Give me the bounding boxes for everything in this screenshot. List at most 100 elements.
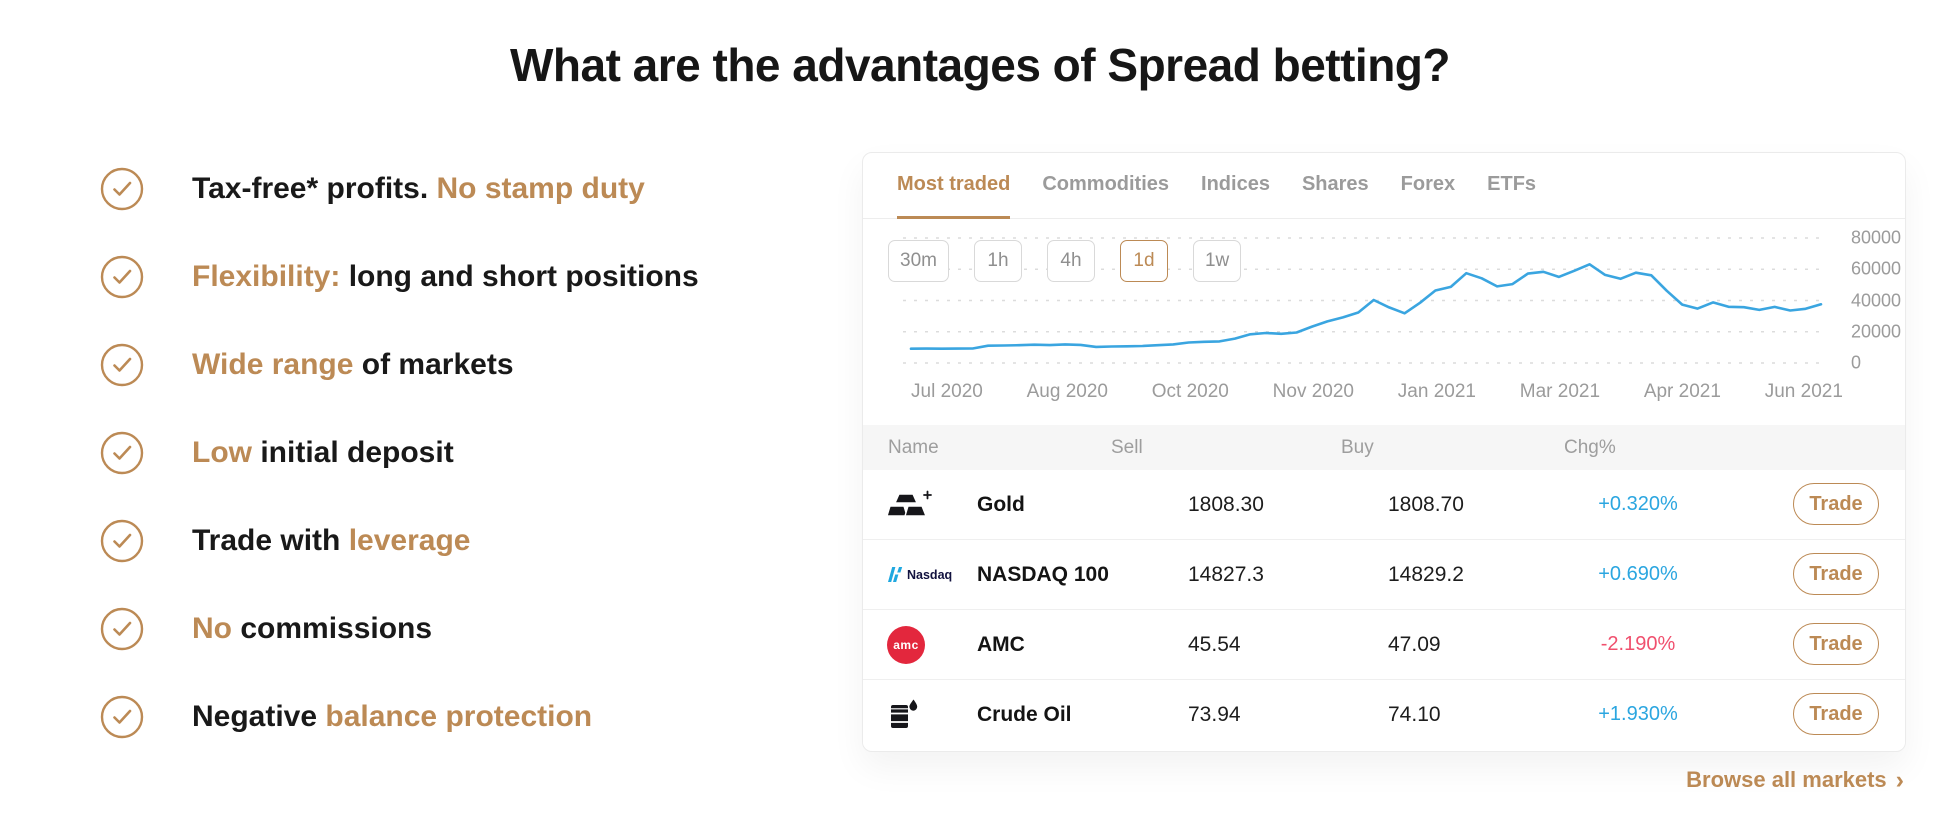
column-header-chg: Chg% xyxy=(1564,437,1616,458)
instrument-name: NASDAQ 100 xyxy=(977,562,1109,586)
y-axis-tick-label: 20000 xyxy=(1851,321,1902,342)
gold-icon xyxy=(887,470,973,539)
advantage-item: Wide range of markets xyxy=(100,343,699,387)
y-axis-tick-label: 40000 xyxy=(1851,290,1902,310)
advantage-text-part: Negative xyxy=(192,700,326,733)
check-circle-icon xyxy=(100,255,144,299)
timeframe-30m-button[interactable]: 30m xyxy=(888,240,949,282)
amc-icon: amc xyxy=(887,610,973,679)
trade-button[interactable]: Trade xyxy=(1793,553,1879,595)
x-axis-labels: Jul 2020 Aug 2020 Oct 2020 Nov 2020 Jan 2021… xyxy=(911,381,1843,403)
x-axis-tick-label: Apr 2021 xyxy=(1643,381,1721,402)
y-axis-tick-label: 0 xyxy=(1851,352,1862,373)
buy-price: 74.10 xyxy=(1388,702,1441,726)
advantage-item: Low initial deposit xyxy=(100,431,699,475)
instrument-name: AMC xyxy=(977,632,1025,656)
check-circle-icon xyxy=(100,167,144,211)
change-percent: +0.320% xyxy=(1598,493,1678,515)
advantage-text-part: long and short positions xyxy=(340,260,699,293)
tab-commodities[interactable]: Commodities xyxy=(1042,173,1170,195)
trade-button[interactable]: Trade xyxy=(1793,623,1879,665)
check-circle-icon xyxy=(100,695,144,739)
advantage-text: Low initial deposit xyxy=(192,436,454,470)
crude-oil-icon xyxy=(887,680,973,749)
advantage-text-part: initial deposit xyxy=(252,436,454,469)
browse-all-markets-link[interactable]: Browse all markets › xyxy=(1686,767,1904,793)
advantage-text-part: No xyxy=(192,612,232,645)
nasdaq-icon: Nasdaq xyxy=(887,540,973,609)
sell-price: 45.54 xyxy=(1188,632,1241,656)
tab-forex[interactable]: Forex xyxy=(1400,173,1456,195)
advantage-text: Flexibility: long and short positions xyxy=(192,260,699,294)
table-row-nasdaq-100: Nasdaq NASDAQ 100 14827.3 14829.2 +0.690% Tra… xyxy=(863,540,1905,610)
instrument-name: Gold xyxy=(977,492,1025,516)
x-axis-tick-label: Jan 2021 xyxy=(1397,381,1476,402)
chart-area: 80000 60000 40000 20000 0 Jul 2020 Aug 2020 Oc… xyxy=(863,219,1905,425)
timeframe-1h-button[interactable]: 1h xyxy=(973,240,1022,282)
advantage-text-part: commissions xyxy=(232,612,433,645)
sell-price: 73.94 xyxy=(1188,702,1241,726)
y-axis-tick-label: 80000 xyxy=(1851,227,1902,248)
check-circle-icon xyxy=(100,431,144,475)
browse-all-markets-label: Browse all markets xyxy=(1686,767,1887,792)
check-circle-icon xyxy=(100,343,144,387)
tab-indices[interactable]: Indices xyxy=(1201,173,1270,195)
tab-shares[interactable]: Shares xyxy=(1301,173,1369,195)
advantage-text-part: Tax-free* profits. xyxy=(192,172,437,205)
advantage-text: No commissions xyxy=(192,612,432,646)
buy-price: 1808.70 xyxy=(1388,492,1464,516)
markets-widget: Most traded Commodities Indices Shares Forex… xyxy=(862,152,1906,752)
sell-price: 14827.3 xyxy=(1188,562,1264,586)
market-category-tabs: Most traded Commodities Indices Shares Forex… xyxy=(863,153,1905,219)
check-circle-icon xyxy=(100,607,144,651)
x-axis-tick-label: Aug 2020 xyxy=(1026,381,1108,402)
x-axis-tick-label: Mar 2021 xyxy=(1519,381,1601,402)
page-title: What are the advantages of Spread bettin… xyxy=(509,39,1451,91)
x-axis-tick-label: Nov 2020 xyxy=(1272,381,1354,402)
instrument-name: Crude Oil xyxy=(977,702,1072,726)
advantage-item: Flexibility: long and short positions xyxy=(100,255,699,299)
advantage-text: Negative balance protection xyxy=(192,700,592,734)
tab-etfs[interactable]: ETFs xyxy=(1487,173,1537,195)
y-axis-tick-label: 60000 xyxy=(1851,258,1902,279)
sell-price: 1808.30 xyxy=(1188,492,1264,516)
table-body: Gold 1808.30 1808.70 +0.320% Trade Nasdaq NASD… xyxy=(863,470,1905,749)
advantage-item: Tax-free* profits. No stamp duty xyxy=(100,167,699,211)
column-header-buy: Buy xyxy=(1341,437,1374,458)
chevron-right-icon: › xyxy=(1895,765,1904,794)
change-percent: +0.690% xyxy=(1598,563,1678,585)
advantage-text-part: Trade with xyxy=(192,524,349,557)
advantage-item: Trade with leverage xyxy=(100,519,699,563)
table-row-gold: Gold 1808.30 1808.70 +0.320% Trade xyxy=(863,470,1905,540)
advantage-text-part: Low xyxy=(192,436,252,469)
table-row-amc: amc AMC 45.54 47.09 -2.190% Trade xyxy=(863,610,1905,680)
price-line-chart xyxy=(903,237,1825,364)
table-row-crude-oil: Crude Oil 73.94 74.10 +1.930% Trade xyxy=(863,680,1905,749)
x-axis-tick-label: Jun 2021 xyxy=(1764,381,1843,402)
timeframe-4h-button[interactable]: 4h xyxy=(1046,240,1095,282)
trade-button[interactable]: Trade xyxy=(1793,483,1879,525)
trade-button[interactable]: Trade xyxy=(1793,693,1879,735)
advantage-text-part: No stamp duty xyxy=(436,172,645,205)
timeframe-1d-button[interactable]: 1d xyxy=(1119,240,1168,282)
column-header-name: Name xyxy=(888,437,939,458)
buy-price: 47.09 xyxy=(1388,632,1441,656)
column-header-sell: Sell xyxy=(1111,437,1143,458)
change-percent: -2.190% xyxy=(1600,633,1676,655)
buy-price: 14829.2 xyxy=(1388,562,1464,586)
advantage-text-part: of markets xyxy=(353,348,514,381)
tab-most-traded[interactable]: Most traded xyxy=(897,153,1011,219)
price-series-line xyxy=(909,262,1823,350)
advantage-text: Wide range of markets xyxy=(192,348,514,382)
check-circle-icon xyxy=(100,519,144,563)
advantage-text-part: balance protection xyxy=(325,700,593,733)
advantage-item: No commissions xyxy=(100,607,699,651)
advantage-text-part: Flexibility: xyxy=(192,260,341,293)
advantage-text-part: leverage xyxy=(348,524,471,557)
table-header: Name Sell Buy Chg% xyxy=(863,425,1905,470)
timeframe-1w-button[interactable]: 1w xyxy=(1192,240,1242,282)
advantage-item: Negative balance protection xyxy=(100,695,699,739)
advantage-text-part: Wide range xyxy=(192,348,354,381)
advantage-text: Trade with leverage xyxy=(192,524,470,558)
